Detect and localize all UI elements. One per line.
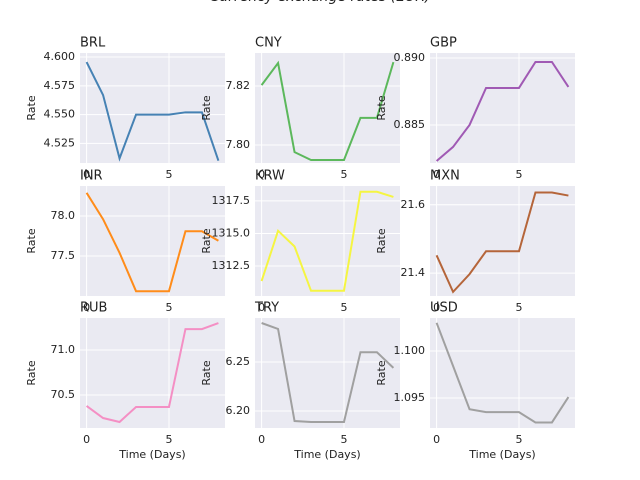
x-axis-label: Time (Days) — [118, 448, 185, 461]
x-tick-label: 0 — [258, 301, 265, 314]
plot-area — [80, 186, 225, 296]
x-tick-label: 5 — [165, 301, 172, 314]
y-tick-label: 7.82 — [226, 79, 251, 92]
plot-area — [430, 318, 575, 428]
y-tick-label: 0.890 — [394, 51, 426, 64]
y-tick-label: 70.5 — [51, 388, 76, 401]
subplot-title: USD — [430, 301, 458, 316]
y-axis-label: Rate — [375, 95, 388, 120]
subplot-title: INR — [80, 169, 103, 184]
y-axis-label: Rate — [375, 228, 388, 253]
y-axis-label: Rate — [200, 228, 213, 253]
plot-area — [80, 318, 225, 428]
subplot-title: RUB — [80, 301, 107, 316]
y-axis-label: Rate — [200, 360, 213, 385]
figure-title: Currency exchange rates (EUR) — [210, 0, 431, 5]
subplot-title: CNY — [255, 36, 282, 51]
x-tick-label: 0 — [433, 168, 440, 181]
x-tick-label: 5 — [515, 168, 522, 181]
x-tick-label: 5 — [340, 168, 347, 181]
y-axis-label: Rate — [25, 228, 38, 253]
series-line — [435, 191, 569, 294]
y-tick-label: 4.600 — [44, 50, 76, 63]
subplot-title: TRY — [254, 301, 279, 316]
y-axis-label: Rate — [25, 95, 38, 120]
series-line — [85, 192, 219, 293]
series-line — [261, 322, 395, 424]
x-tick-label: 0 — [258, 433, 265, 446]
series-line — [435, 60, 570, 162]
x-tick-label: 0 — [433, 433, 440, 446]
x-tick-label: 5 — [165, 168, 172, 181]
x-tick-label: 5 — [340, 301, 347, 314]
series-line — [260, 60, 395, 162]
x-tick-label: 5 — [515, 433, 522, 446]
y-tick-label: 78.0 — [51, 209, 76, 222]
subplot-title: MXN — [430, 169, 460, 184]
plot-area — [430, 53, 575, 163]
x-tick-label: 5 — [515, 301, 522, 314]
x-tick-label: 0 — [83, 433, 90, 446]
y-tick-label: 4.575 — [44, 79, 76, 92]
x-axis-label: Time (Days) — [293, 448, 360, 461]
y-tick-label: 1315.0 — [212, 226, 251, 239]
y-tick-label: 4.550 — [44, 108, 76, 121]
y-tick-label: 21.4 — [401, 266, 426, 279]
subplot-title: BRL — [80, 36, 106, 51]
series-line — [86, 322, 219, 424]
x-tick-label: 5 — [340, 433, 347, 446]
subplot-title: KRW — [255, 169, 285, 184]
series-line — [85, 61, 220, 162]
y-axis-label: Rate — [375, 360, 388, 385]
y-tick-label: 7.80 — [226, 138, 251, 151]
y-tick-label: 77.5 — [51, 249, 76, 262]
subplot-title: GBP — [430, 36, 457, 51]
y-tick-label: 21.6 — [401, 198, 426, 211]
series-line — [260, 190, 394, 292]
y-axis-label: Rate — [200, 95, 213, 120]
series-line — [435, 322, 570, 424]
y-tick-label: 71.0 — [51, 343, 76, 356]
y-axis-label: Rate — [25, 360, 38, 385]
y-tick-label: 6.25 — [226, 355, 251, 368]
x-tick-label: 0 — [83, 168, 90, 181]
y-tick-label: 0.885 — [394, 118, 426, 131]
y-tick-label: 1317.5 — [212, 194, 251, 207]
plot-area — [255, 186, 400, 296]
x-axis-label: Time (Days) — [468, 448, 535, 461]
x-tick-label: 0 — [258, 168, 265, 181]
y-tick-label: 1.095 — [394, 391, 426, 404]
y-tick-label: 1312.5 — [212, 259, 251, 272]
y-tick-label: 1.100 — [394, 344, 426, 357]
plot-area — [80, 53, 225, 163]
x-tick-label: 0 — [83, 301, 90, 314]
x-tick-label: 5 — [165, 433, 172, 446]
y-tick-label: 4.525 — [44, 136, 76, 149]
plot-area — [430, 186, 575, 296]
y-tick-label: 6.20 — [226, 404, 251, 417]
x-tick-label: 0 — [433, 301, 440, 314]
